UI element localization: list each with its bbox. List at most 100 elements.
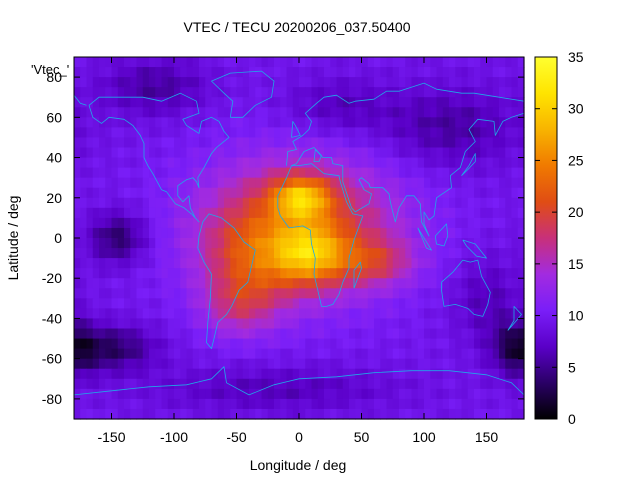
heatmap-cell — [217, 67, 225, 78]
heatmap-cell — [392, 308, 400, 320]
heatmap-cell — [505, 258, 513, 269]
heatmap-cell — [405, 388, 413, 400]
heatmap-cell — [86, 338, 94, 350]
y-tick-label: 0 — [54, 230, 62, 246]
heatmap-cell — [336, 57, 344, 68]
heatmap-cell — [442, 137, 450, 149]
heatmap-cell — [124, 77, 131, 88]
heatmap-cell — [261, 298, 269, 309]
heatmap-cell — [167, 117, 175, 128]
heatmap-cell — [449, 197, 456, 209]
heatmap-cell — [136, 87, 144, 98]
heatmap-cell — [467, 248, 475, 259]
heatmap-cell — [317, 207, 325, 219]
heatmap-cell — [411, 207, 419, 219]
heatmap-cell — [99, 388, 106, 400]
heatmap-cell — [292, 308, 300, 320]
heatmap-cell — [361, 338, 369, 350]
heatmap-cell — [130, 298, 138, 309]
heatmap-cell — [80, 278, 88, 289]
heatmap-cell — [230, 117, 238, 128]
heatmap-cell — [149, 358, 156, 370]
heatmap-cell — [174, 238, 181, 249]
heatmap-cell — [392, 107, 400, 118]
heatmap-cell — [92, 278, 100, 289]
heatmap-cell — [467, 338, 475, 350]
heatmap-cell — [99, 167, 106, 179]
heatmap-cell — [467, 147, 475, 159]
heatmap-cell — [292, 278, 300, 289]
heatmap-cell — [336, 147, 344, 159]
heatmap-cell — [124, 258, 131, 269]
heatmap-cell — [499, 258, 506, 269]
heatmap-cell — [274, 127, 281, 139]
heatmap-cell — [80, 298, 88, 309]
heatmap-cell — [111, 97, 119, 108]
heatmap-cell — [86, 238, 94, 249]
heatmap-cell — [517, 248, 525, 259]
heatmap-cell — [336, 378, 344, 390]
heatmap-cell — [424, 177, 431, 189]
heatmap-cell — [86, 378, 94, 390]
heatmap-cell — [142, 388, 150, 400]
heatmap-cell — [136, 338, 144, 350]
heatmap-cell — [305, 137, 313, 149]
heatmap-cell — [86, 298, 94, 309]
heatmap-cell — [286, 97, 294, 108]
heatmap-cell — [142, 368, 150, 380]
heatmap-cell — [492, 177, 500, 189]
heatmap-cell — [492, 217, 500, 229]
heatmap-cell — [517, 318, 525, 330]
heatmap-cell — [436, 127, 444, 139]
heatmap-cell — [411, 117, 419, 128]
heatmap-cell — [180, 278, 188, 289]
heatmap-cell — [367, 348, 375, 360]
heatmap-cell — [105, 378, 113, 390]
heatmap-cell — [499, 278, 506, 289]
heatmap-cell — [361, 147, 369, 159]
heatmap-cell — [155, 157, 163, 169]
heatmap-cell — [317, 177, 325, 189]
heatmap-cell — [267, 107, 275, 118]
heatmap-cell — [267, 298, 275, 309]
heatmap-cell — [511, 177, 519, 189]
heatmap-cell — [436, 298, 444, 309]
heatmap-cell — [192, 408, 200, 420]
heatmap-cell — [492, 67, 500, 78]
heatmap-cell — [449, 238, 456, 249]
heatmap-cell — [492, 258, 500, 269]
heatmap-cell — [330, 238, 338, 249]
heatmap-cell — [324, 268, 331, 279]
heatmap-cell — [167, 157, 175, 169]
heatmap-cell — [174, 77, 181, 88]
heatmap-cell — [224, 318, 231, 330]
heatmap-cell — [286, 147, 294, 159]
heatmap-cell — [449, 77, 456, 88]
heatmap-cell — [149, 177, 156, 189]
heatmap-cell — [317, 388, 325, 400]
heatmap-cell — [342, 127, 350, 139]
heatmap-cell — [249, 358, 256, 370]
heatmap-cell — [286, 87, 294, 98]
heatmap-cell — [174, 298, 181, 309]
heatmap-cell — [180, 57, 188, 68]
heatmap-cell — [167, 248, 175, 259]
heatmap-cell — [242, 137, 250, 149]
heatmap-cell — [417, 77, 425, 88]
heatmap-cell — [142, 308, 150, 320]
heatmap-cell — [386, 207, 394, 219]
heatmap-cell — [511, 398, 519, 410]
heatmap-cell — [236, 187, 244, 199]
heatmap-cell — [386, 137, 394, 149]
heatmap-cell — [455, 217, 463, 229]
heatmap-cell — [280, 408, 288, 420]
heatmap-cell — [242, 368, 250, 380]
heatmap-cell — [517, 338, 525, 350]
heatmap-cell — [499, 328, 506, 340]
heatmap-cell — [480, 338, 488, 350]
heatmap-cell — [242, 107, 250, 118]
heatmap-cell — [480, 368, 488, 380]
heatmap-cell — [317, 217, 325, 229]
heatmap-cell — [386, 67, 394, 78]
heatmap-cell — [411, 278, 419, 289]
